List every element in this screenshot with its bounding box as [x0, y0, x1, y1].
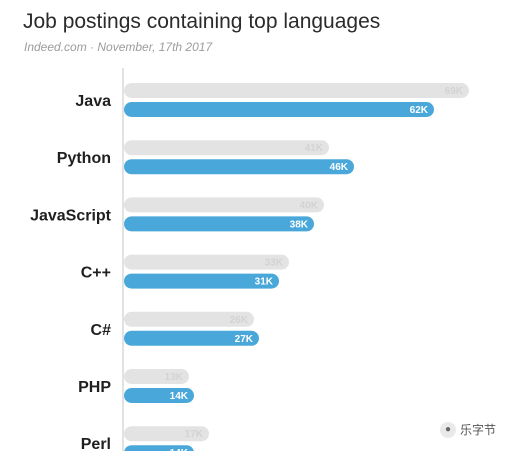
bar-python-previous [124, 140, 329, 156]
bar-c-current [124, 273, 279, 289]
category-label: Python [57, 150, 111, 167]
value-label-current: 27K [235, 334, 254, 345]
bar-javascript-previous [124, 197, 324, 213]
bar-javascript-current [124, 216, 314, 232]
value-label-current: 31K [255, 277, 274, 288]
category-label: C++ [81, 265, 111, 282]
value-label-previous: 40K [300, 200, 319, 211]
category-label: PHP [78, 379, 111, 396]
bar-php-current [124, 388, 194, 403]
bar-c-current [124, 330, 259, 346]
value-label-previous: 41K [305, 143, 324, 154]
value-label-current: 62K [410, 105, 429, 116]
category-label: C# [91, 322, 112, 339]
bar-php-previous [124, 369, 189, 384]
value-label-current: 14K [170, 448, 189, 451]
wechat-icon: ● [440, 421, 456, 438]
value-label-previous: 13K [165, 372, 184, 383]
bar-java-current [124, 102, 434, 117]
bar-perl-current [124, 445, 194, 451]
value-label-previous: 33K [265, 258, 284, 269]
bar-python-current [124, 159, 354, 175]
category-label: Perl [81, 436, 111, 451]
watermark: ● 乐字节 [440, 421, 496, 438]
chart-title: Job postings containing top languages [23, 10, 381, 33]
watermark-text: 乐字节 [460, 423, 497, 437]
bar-c-previous [124, 254, 289, 270]
value-label-previous: 17K [185, 429, 204, 440]
category-label: Java [75, 93, 111, 110]
bar-java-previous [124, 83, 469, 98]
bar-c-previous [124, 311, 254, 327]
chart-subtitle: Indeed.com · November, 17th 2017 [24, 40, 213, 54]
value-label-current: 46K [330, 162, 349, 173]
value-label-current: 14K [170, 391, 189, 402]
category-label: JavaScript [30, 207, 112, 224]
value-label-previous: 26K [230, 315, 249, 326]
value-label-current: 38K [290, 219, 309, 230]
bar-perl-previous [124, 426, 209, 442]
value-label-previous: 69K [445, 86, 464, 97]
